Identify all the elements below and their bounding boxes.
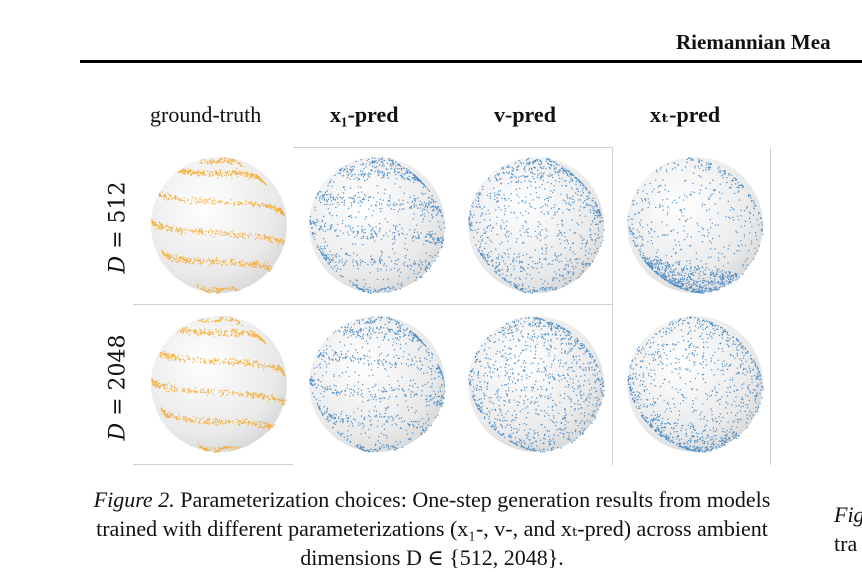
sphere-gt-d512 <box>151 157 287 294</box>
sphere-surface <box>309 157 445 293</box>
figure-caption: Figure 2. Parameterization choices: One-… <box>78 485 786 572</box>
sphere-v-d512 <box>468 157 605 294</box>
column-label-ground-truth: ground-truth <box>150 102 262 127</box>
sphere-x1-d512 <box>309 157 446 294</box>
adjacent-column-fragment-2: tra <box>834 531 858 556</box>
sphere-gt-d2048 <box>151 316 287 453</box>
adjacent-column-fragment: Fig <box>834 502 862 527</box>
grid-line-right <box>770 147 771 465</box>
sample-points <box>151 157 286 294</box>
row-label-d512: D = 512 <box>105 181 131 274</box>
sphere-xt-d2048 <box>627 316 764 453</box>
column-label-x1-pred: x₁-pred <box>330 102 399 127</box>
sphere-surface <box>151 157 287 293</box>
grid-line-top <box>293 147 613 148</box>
sphere-x1-d2048 <box>309 316 446 453</box>
sphere-v-d2048 <box>468 316 605 453</box>
sample-points <box>468 317 605 453</box>
column-label-xt-pred: xₜ-pred <box>650 102 721 127</box>
sphere-surface <box>151 316 287 452</box>
grid-line-divider <box>612 147 613 465</box>
sphere-xt-d512 <box>627 157 764 294</box>
grid-line-bottom <box>133 464 293 465</box>
figure-label: Figure 2. <box>93 487 175 512</box>
row-label-d2048: D = 2048 <box>105 334 131 441</box>
sphere-surface <box>468 316 604 452</box>
sphere-surface <box>627 157 763 293</box>
sphere-surface <box>309 316 445 452</box>
sphere-surface <box>468 157 604 293</box>
sphere-surface <box>627 316 763 452</box>
grid-line-middle <box>133 304 613 305</box>
running-header-title: Riemannian Mea <box>676 30 831 54</box>
column-label-v-pred: v-pred <box>494 102 556 127</box>
caption-text: Parameterization choices: One-step gener… <box>96 487 771 570</box>
header-rule <box>80 60 862 63</box>
